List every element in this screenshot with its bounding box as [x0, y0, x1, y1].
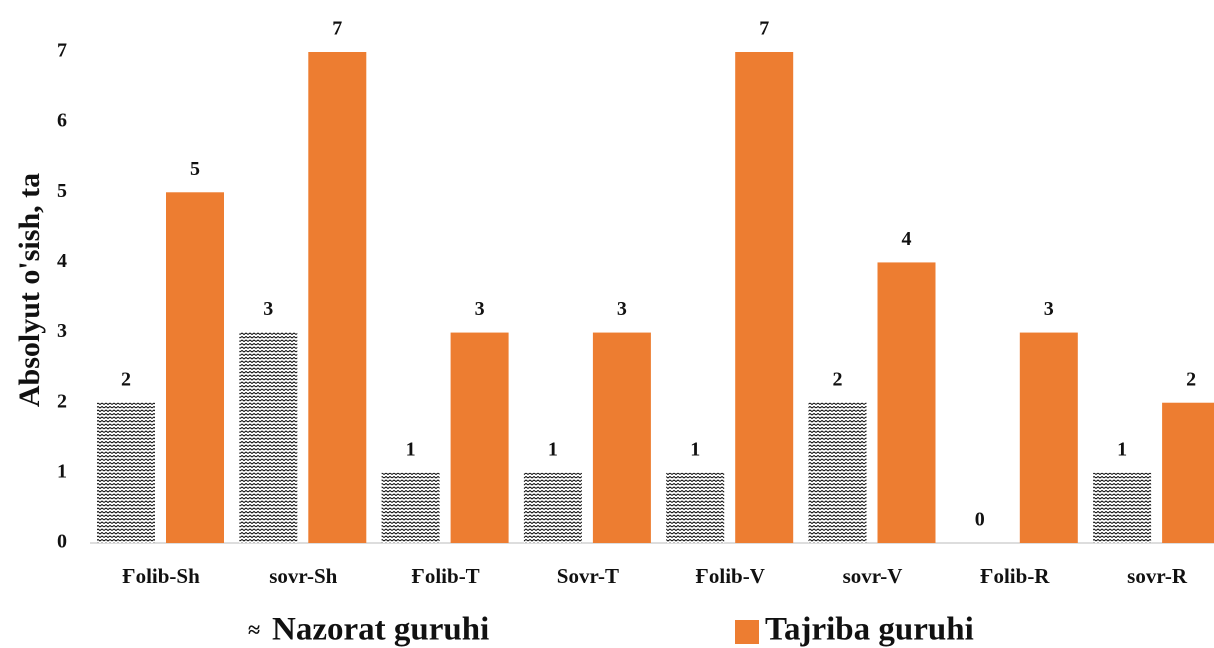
y-tick-label: 3	[57, 320, 67, 342]
bar	[808, 402, 867, 543]
data-label: 3	[1044, 298, 1054, 320]
bar	[735, 52, 794, 543]
bar	[166, 192, 224, 544]
data-label: 2	[121, 368, 131, 390]
data-label: 7	[332, 18, 342, 40]
bar	[239, 332, 298, 543]
data-label: 4	[902, 228, 912, 250]
data-label: 1	[1117, 438, 1127, 460]
bar	[877, 262, 936, 543]
bar	[450, 332, 509, 543]
y-axis-title: Absolyut o'sish, ta	[13, 173, 46, 407]
legend-label: Tajriba guruhi	[765, 612, 974, 648]
y-tick-label: 5	[57, 180, 67, 202]
data-label: 7	[759, 18, 769, 40]
x-tick-label: Ғolib-Sh	[122, 564, 200, 588]
bar	[97, 402, 155, 543]
y-tick-label: 7	[57, 40, 67, 62]
bar	[1019, 332, 1078, 543]
bar	[308, 52, 367, 543]
x-tick-label: Ғolib-T	[411, 564, 479, 588]
data-label: 1	[406, 438, 416, 460]
bar	[1162, 402, 1214, 543]
data-label: 1	[690, 438, 700, 460]
x-tick-label: sovr-Sh	[269, 564, 337, 588]
y-tick-label: 0	[57, 531, 67, 553]
legend-swatch: ≈	[248, 617, 260, 642]
x-tick-label: Sovr-T	[557, 564, 619, 588]
legend-label: Nazorat guruhi	[272, 612, 489, 648]
data-label: 3	[617, 298, 627, 320]
x-tick-label: Ғolib-R	[980, 564, 1050, 588]
data-label: 3	[475, 298, 485, 320]
bar	[666, 472, 725, 543]
data-label: 2	[1186, 368, 1196, 390]
y-tick-label: 4	[57, 250, 67, 272]
x-tick-label: sovr-R	[1127, 564, 1188, 588]
data-label: 3	[263, 298, 273, 320]
data-label: 1	[548, 438, 558, 460]
x-tick-label: sovr-V	[843, 564, 903, 588]
legend-swatch	[735, 620, 759, 644]
data-label: 5	[190, 158, 200, 180]
bar	[1093, 472, 1152, 543]
bar	[381, 472, 440, 543]
bar	[523, 472, 582, 543]
y-tick-label: 2	[57, 390, 67, 412]
data-label: 0	[975, 509, 985, 531]
bar	[592, 332, 651, 543]
data-label: 2	[833, 368, 843, 390]
x-tick-label: Ғolib-V	[696, 564, 765, 588]
y-tick-label: 6	[57, 110, 67, 132]
y-tick-label: 1	[57, 460, 67, 482]
